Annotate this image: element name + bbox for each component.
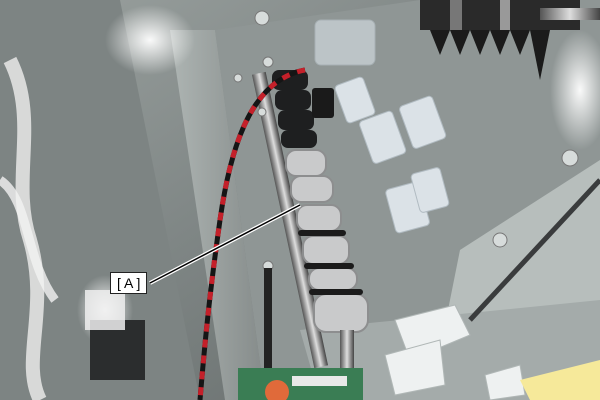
right-glare <box>550 30 600 150</box>
top-left-glare <box>105 5 195 75</box>
spring-post <box>264 268 272 368</box>
dark-roller-segments <box>272 70 317 148</box>
white-brackets <box>384 304 526 400</box>
white-cable-2 <box>0 176 59 303</box>
left-rail <box>170 30 265 400</box>
plastic-clips <box>314 19 450 234</box>
roller-separators <box>298 230 363 295</box>
left-white-part <box>85 290 125 330</box>
lower-right-plate <box>300 300 600 400</box>
roller-shaft <box>251 71 329 369</box>
top-spike-roller <box>420 0 600 80</box>
red-black-cable <box>197 67 306 400</box>
right-rod <box>468 178 600 322</box>
board-label <box>292 376 347 386</box>
screws <box>233 10 579 272</box>
board-component <box>265 380 289 400</box>
black-connector <box>312 88 334 118</box>
callout-leader-line-inner <box>149 204 301 284</box>
yellow-label <box>520 360 600 400</box>
callout-label: [ A ] <box>110 272 148 294</box>
